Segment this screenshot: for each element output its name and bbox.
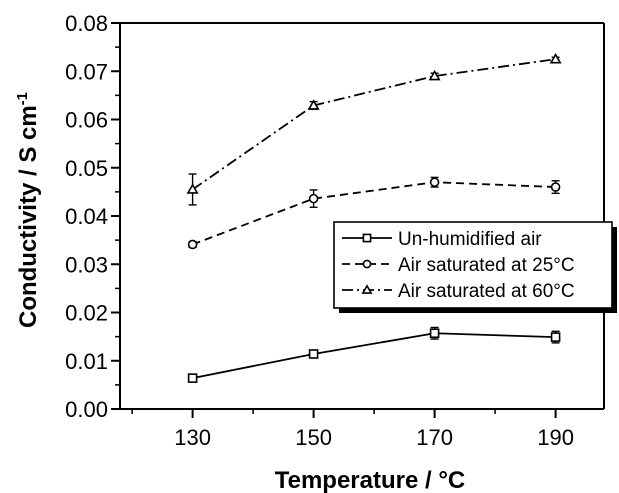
y-axis-title: Conductivity / S cm-1 <box>14 92 42 328</box>
y-tick-label: 0.02 <box>65 301 108 326</box>
series-line <box>192 332 556 380</box>
marker-square <box>362 233 372 243</box>
marker-square <box>550 332 561 342</box>
marker-circle <box>308 193 319 204</box>
series-triangle <box>186 52 562 206</box>
marker-triangle <box>549 52 562 64</box>
series-line <box>192 58 556 191</box>
y-tick-label: 0.04 <box>65 204 108 229</box>
x-tick-label: 190 <box>537 425 574 450</box>
x-tick-label: 170 <box>416 425 453 450</box>
y-tick-label: 0.08 <box>65 11 108 36</box>
legend-box <box>333 221 613 309</box>
marker-triangle <box>186 183 199 194</box>
marker-circle <box>550 182 561 192</box>
legend-label: Air saturated at 25°C <box>398 255 575 276</box>
y-axis: 0.00 0.01 0.02 0.03 0.04 0.05 0.06 0.07 0.08 <box>65 11 120 422</box>
y-tick-label: 0.07 <box>65 59 108 84</box>
y-axis-title-superscript: -1 <box>14 92 31 105</box>
x-tick-label: 150 <box>295 425 332 450</box>
legend-label: Un-humidified air <box>398 229 542 250</box>
x-axis: 130 150 170 190 <box>131 409 574 450</box>
marker-circle <box>362 259 372 269</box>
marker-circle <box>187 239 198 250</box>
y-tick-label: 0.06 <box>65 108 108 133</box>
plot-area <box>119 22 605 410</box>
y-tick-label: 0.00 <box>65 397 108 422</box>
marker-circle <box>429 177 440 188</box>
y-axis-title-main: Conductivity / S cm <box>15 105 42 328</box>
marker-triangle <box>428 69 441 81</box>
marker-triangle <box>307 99 320 110</box>
series-line <box>192 181 556 246</box>
series-layer <box>186 52 562 383</box>
marker-triangle <box>361 284 373 294</box>
legend-label: Air saturated at 60°C <box>398 281 575 302</box>
legend: Un-humidified air Air saturated at 25°C Ai… <box>333 221 617 313</box>
y-tick-label: 0.05 <box>65 156 108 181</box>
y-tick-label: 0.01 <box>65 349 108 374</box>
x-axis-title: Temperature / °C <box>275 467 466 493</box>
series-square <box>187 326 561 383</box>
y-tick-label: 0.03 <box>65 252 108 277</box>
marker-square <box>308 349 319 359</box>
series-circle <box>187 176 561 250</box>
x-tick-label: 130 <box>174 425 211 450</box>
marker-square <box>187 373 198 383</box>
marker-square <box>429 328 440 339</box>
